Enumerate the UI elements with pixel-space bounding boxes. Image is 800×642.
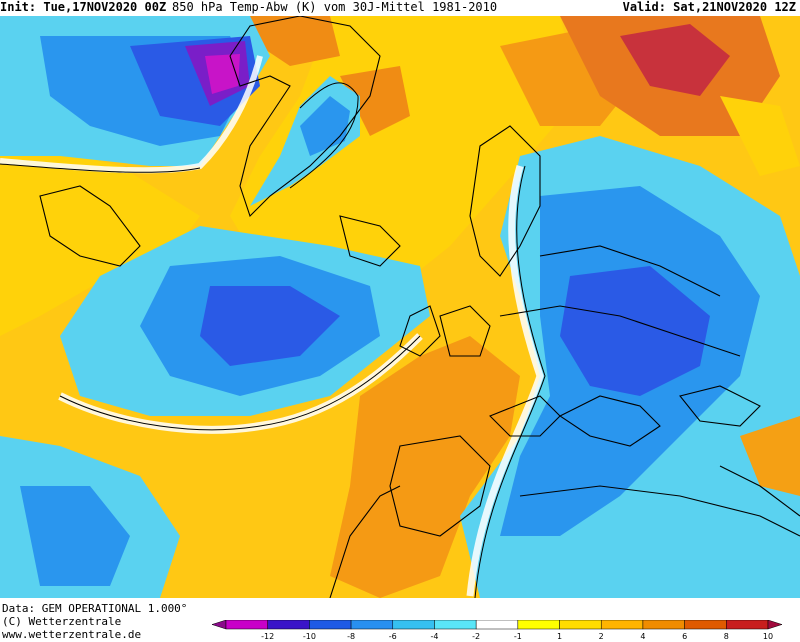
cold-zone-europe-deep <box>560 266 710 396</box>
copyright: (C) Wetterzentrale <box>2 615 122 628</box>
legend-tick-label: 4 <box>640 632 645 640</box>
init-time: Init: Tue,17NOV2020 00Z <box>0 0 167 14</box>
data-source: Data: GEM OPERATIONAL 1.000° <box>2 602 188 615</box>
map-canvas <box>0 16 800 598</box>
legend-swatch <box>309 620 352 630</box>
credits: Data: GEM OPERATIONAL 1.000° (C) Wetterz… <box>2 602 187 641</box>
warm-zone-greenland-south <box>340 66 410 136</box>
legend-swatch <box>350 620 394 630</box>
legend-swatch <box>434 620 477 630</box>
warm-zone-greenland-east <box>250 16 340 66</box>
legend-tick-label: 2 <box>599 632 604 640</box>
legend-swatch <box>392 620 435 630</box>
legend-tick-label: -12 <box>261 632 274 640</box>
map-header: Init: Tue,17NOV2020 00Z 850 hPa Temp-Abw… <box>0 0 800 16</box>
legend-swatch <box>642 620 685 630</box>
color-legend: -12-10-8-6-4-2-1124681012 <box>212 620 782 640</box>
warm-zone-west <box>0 136 200 336</box>
legend-tick-label: -6 <box>389 632 397 640</box>
legend-tick-label: 10 <box>763 632 773 640</box>
map-title: 850 hPa Temp-Abw (K) vom 30J-Mittel 1981… <box>172 0 498 14</box>
legend-swatch <box>726 620 769 630</box>
legend-tip-low <box>212 620 227 630</box>
neutral-band-europe <box>466 165 544 597</box>
cold-zone-southwest-mid <box>20 486 130 586</box>
legend-tick-label: -10 <box>303 632 316 640</box>
legend-swatch <box>225 620 268 630</box>
legend-tip-high <box>767 620 782 630</box>
legend-tick-label: -8 <box>347 632 355 640</box>
legend-tick-label: -2 <box>472 632 480 640</box>
legend-swatch <box>475 620 519 630</box>
cold-zone-atlantic-deep <box>200 286 340 366</box>
cold-zone-greenland-core <box>300 96 350 156</box>
legend-tick-label: 6 <box>682 632 687 640</box>
legend-swatch <box>559 620 602 630</box>
warm-zone-east-pocket <box>740 416 800 496</box>
map-footer: Data: GEM OPERATIONAL 1.000° (C) Wetterz… <box>0 598 800 642</box>
neutral-band-canada <box>0 55 263 174</box>
warm-zone-north-atlantic <box>230 16 580 286</box>
legend-tick-label: -1 <box>514 632 522 640</box>
legend-swatch <box>684 620 727 630</box>
legend-tick-label: 1 <box>557 632 562 640</box>
hot-core-arctic <box>620 24 730 96</box>
legend-swatch <box>267 620 310 630</box>
coastlines <box>39 16 800 598</box>
temperature-anomaly-map <box>0 16 800 598</box>
legend-swatch <box>600 620 644 630</box>
warm-zone-caspian <box>720 96 800 176</box>
warm-zone-iberia <box>330 336 520 598</box>
valid-time: Valid: Sat,21NOV2020 12Z <box>622 0 796 14</box>
legend-tick-label: -4 <box>430 632 438 640</box>
zero-anomaly-contours <box>0 82 546 598</box>
legend-swatch <box>517 620 560 630</box>
website-link[interactable]: www.wetterzentrale.de <box>2 628 142 641</box>
cold-peak-canada <box>205 54 240 94</box>
legend-tick-label: 8 <box>724 632 729 640</box>
